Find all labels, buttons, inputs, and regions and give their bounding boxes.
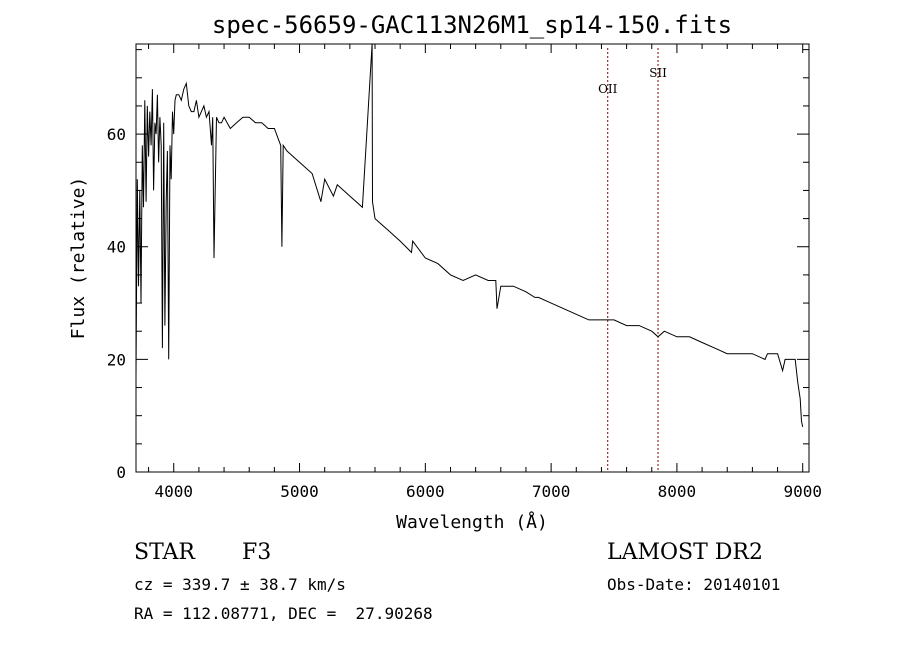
object-subclass: F3: [242, 540, 271, 565]
x-tick-label: 4000: [154, 482, 193, 501]
y-axis-label: Flux (relative): [68, 177, 89, 340]
x-tick-label: 9000: [783, 482, 822, 501]
chart-title: spec-56659-GAC113N26M1_sp14-150.fits: [212, 11, 732, 39]
obs-date-text: Obs-Date: 20140101: [607, 575, 780, 594]
plot-frame: [135, 43, 810, 473]
line-annotations: OII SII: [598, 48, 667, 472]
x-tick-label: 8000: [658, 482, 697, 501]
x-axis-label: Wavelength (Å): [396, 511, 548, 533]
y-tick-label: 20: [107, 350, 126, 369]
annotation-label-sii: SII: [649, 66, 667, 80]
x-tick-label: 6000: [406, 482, 445, 501]
redshift-text: cz = 339.7 ± 38.7 km/s: [134, 575, 346, 594]
y-tick-label: 40: [107, 238, 126, 257]
coords-text: RA = 112.08771, DEC = 27.90268: [134, 604, 433, 623]
spectrum-series-line: [135, 43, 804, 428]
y-tick-label: 0: [116, 463, 126, 482]
survey-name: LAMOST DR2: [607, 540, 763, 565]
x-axis-ticks: 4000 5000 6000 7000 8000 9000: [148, 44, 822, 501]
x-tick-label: 7000: [532, 482, 571, 501]
object-class: STAR: [134, 540, 196, 565]
y-tick-label: 60: [107, 125, 126, 144]
annotation-label-oii: OII: [598, 82, 618, 96]
y-axis-ticks: 0 20 40 60: [107, 49, 809, 482]
x-tick-label: 5000: [280, 482, 319, 501]
